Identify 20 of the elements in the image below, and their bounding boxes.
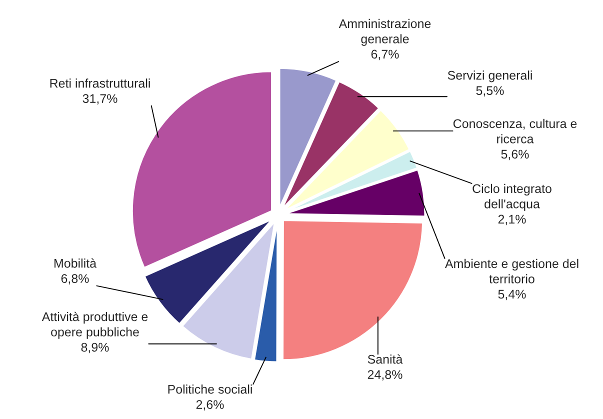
slice-label: Amministrazione generale — [338, 18, 431, 46]
slice-label: Ambiente e gestione del territorio — [444, 258, 578, 284]
data-label: 24,8% — [368, 370, 402, 380]
data-label: 2,1% — [498, 214, 526, 226]
slice-label: Ciclo integrato dell'acqua — [472, 184, 552, 211]
slice-label: Conoscenza, cultura e ricerca — [453, 118, 577, 144]
data-label: 8,9% — [81, 342, 109, 354]
slice-label: Mobilità — [54, 258, 97, 268]
slice-label: Reti infrastrutturali — [50, 78, 150, 88]
data-label: 6,8% — [61, 274, 89, 284]
data-label: 5,5% — [476, 86, 504, 96]
data-label: 31,7% — [82, 94, 118, 104]
data-label: 2,6% — [196, 400, 224, 410]
slice-label: Attività produttive e opere pubbliche — [42, 312, 148, 339]
slice-label: Sanità — [368, 354, 403, 364]
data-label: 6,7% — [371, 50, 399, 60]
data-label: 5,4% — [498, 290, 526, 300]
slice-label: Politiche sociali — [168, 384, 252, 394]
slice-label: Servizi generali — [448, 70, 532, 82]
data-label: 5,6% — [501, 150, 529, 160]
